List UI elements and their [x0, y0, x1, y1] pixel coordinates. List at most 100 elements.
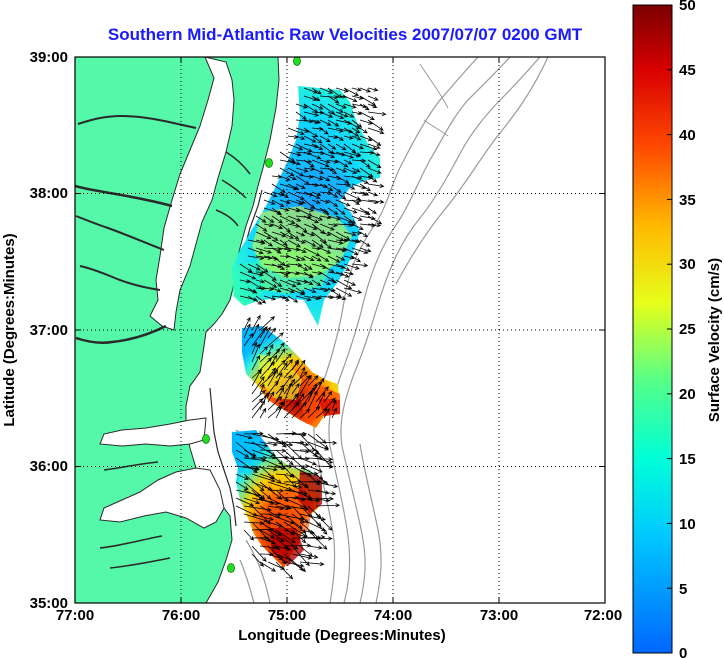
velocity-arrow [359, 231, 368, 238]
velocity-arrow [307, 536, 333, 541]
velocity-arrow [351, 175, 369, 184]
velocity-arrow [279, 207, 290, 212]
velocity-arrow [319, 111, 334, 118]
velocity-arrow [335, 295, 347, 301]
velocity-arrow [343, 95, 358, 102]
velocity-arrow [315, 521, 328, 535]
velocity-arrow [315, 496, 334, 501]
velocity-arrow [343, 183, 356, 190]
velocity-arrow [367, 167, 382, 174]
x-tick-label: 75:00 [268, 607, 306, 624]
velocity-arrow [287, 167, 305, 177]
velocity-arrow [319, 127, 329, 135]
velocity-arrow [343, 263, 360, 270]
velocity-arrow [259, 529, 276, 539]
velocity-arrow [299, 471, 319, 476]
velocity-arrow [351, 215, 363, 221]
velocity-arrow [283, 361, 300, 379]
velocity-arrow [291, 402, 308, 419]
velocity-arrow [307, 489, 337, 496]
velocity-arrow [367, 119, 384, 131]
james-river [75, 324, 167, 345]
velocity-arrow [279, 199, 291, 205]
velocity-arrow [335, 191, 347, 200]
velocity-arrow [303, 135, 317, 143]
velocity-arrow [267, 327, 276, 339]
velocity-arrow [267, 545, 287, 565]
velocity-arrow [251, 323, 260, 339]
velocity-arrow [287, 295, 299, 303]
velocity-arrow [271, 263, 286, 270]
velocity-arrow [259, 521, 282, 536]
velocity-arrow [267, 433, 287, 448]
velocity-arrow [315, 464, 334, 469]
velocity-arrow [287, 199, 304, 206]
velocity-arrow [283, 543, 312, 548]
velocity-arrow [263, 191, 278, 198]
velocity-arrow [287, 127, 305, 135]
velocity-arrow [303, 127, 319, 138]
velocity-arrow [243, 431, 264, 436]
velocity-arrow [255, 239, 266, 244]
velocity-arrow [315, 489, 330, 495]
velocity-arrow [343, 135, 354, 140]
x-axis-label: Longitude (Degrees:Minutes) [238, 627, 446, 644]
velocity-arrow [275, 371, 283, 387]
velocity-arrow [335, 159, 349, 168]
velocity-arrow [263, 199, 276, 205]
velocity-arrow [279, 279, 297, 288]
velocity-arrow [303, 279, 314, 285]
velocity-arrow [335, 87, 349, 93]
velocity-arrow [267, 529, 285, 543]
velocity-arrow [327, 223, 339, 228]
velocity-arrow [351, 167, 361, 173]
velocity-arrow [295, 207, 313, 217]
velocity-arrow [235, 473, 250, 480]
velocity-arrow [343, 271, 354, 276]
velocity-arrow [287, 134, 299, 139]
velocity-arrow [319, 231, 332, 236]
velocity-arrow [259, 351, 271, 363]
velocity-arrow [307, 545, 323, 550]
velocity-arrow [267, 332, 284, 347]
velocity-arrow [279, 191, 289, 199]
velocity-arrow [343, 87, 359, 96]
velocity-arrow [351, 239, 362, 244]
velocity-arrow [323, 390, 333, 403]
velocity-arrow [283, 382, 293, 403]
velocity-arrow [351, 151, 362, 157]
velocity-arrow [367, 135, 382, 147]
velocity-arrow [239, 279, 251, 284]
velocity-arrow [359, 127, 368, 134]
velocity-arrow [351, 135, 362, 141]
velocity-arrow [299, 553, 319, 559]
velocity-arrow [287, 183, 300, 190]
velocity-arrow [367, 151, 381, 157]
velocity-arrow [327, 255, 341, 263]
velocity-arrow [351, 143, 365, 150]
velocity-arrow [359, 135, 373, 142]
velocity-arrow [283, 358, 293, 371]
velocity-arrow [335, 103, 347, 109]
velocity-arrow [343, 215, 356, 224]
velocity-arrow [367, 183, 385, 188]
velocity-arrow [359, 87, 371, 93]
velocity-arrow [243, 316, 251, 331]
velocity-arrow [359, 143, 378, 151]
velocity-arrow [307, 497, 331, 503]
velocity-arrow [295, 199, 306, 204]
velocity-arrow [259, 361, 276, 379]
velocity-arrow [291, 432, 307, 437]
velocity-arrow [287, 239, 301, 248]
velocity-arrow [327, 135, 339, 140]
velocity-arrow [283, 378, 296, 395]
velocity-arrow [303, 271, 314, 279]
velocity-arrow [279, 271, 289, 277]
velocity-arrow [247, 287, 258, 294]
velocity-arrow [267, 343, 274, 355]
velocity-arrow [303, 87, 318, 94]
velocity-arrow [255, 279, 266, 284]
velocity-arrow [343, 255, 355, 260]
velocity-arrow [263, 239, 273, 247]
colorbar-tick-label: 5 [679, 581, 687, 598]
